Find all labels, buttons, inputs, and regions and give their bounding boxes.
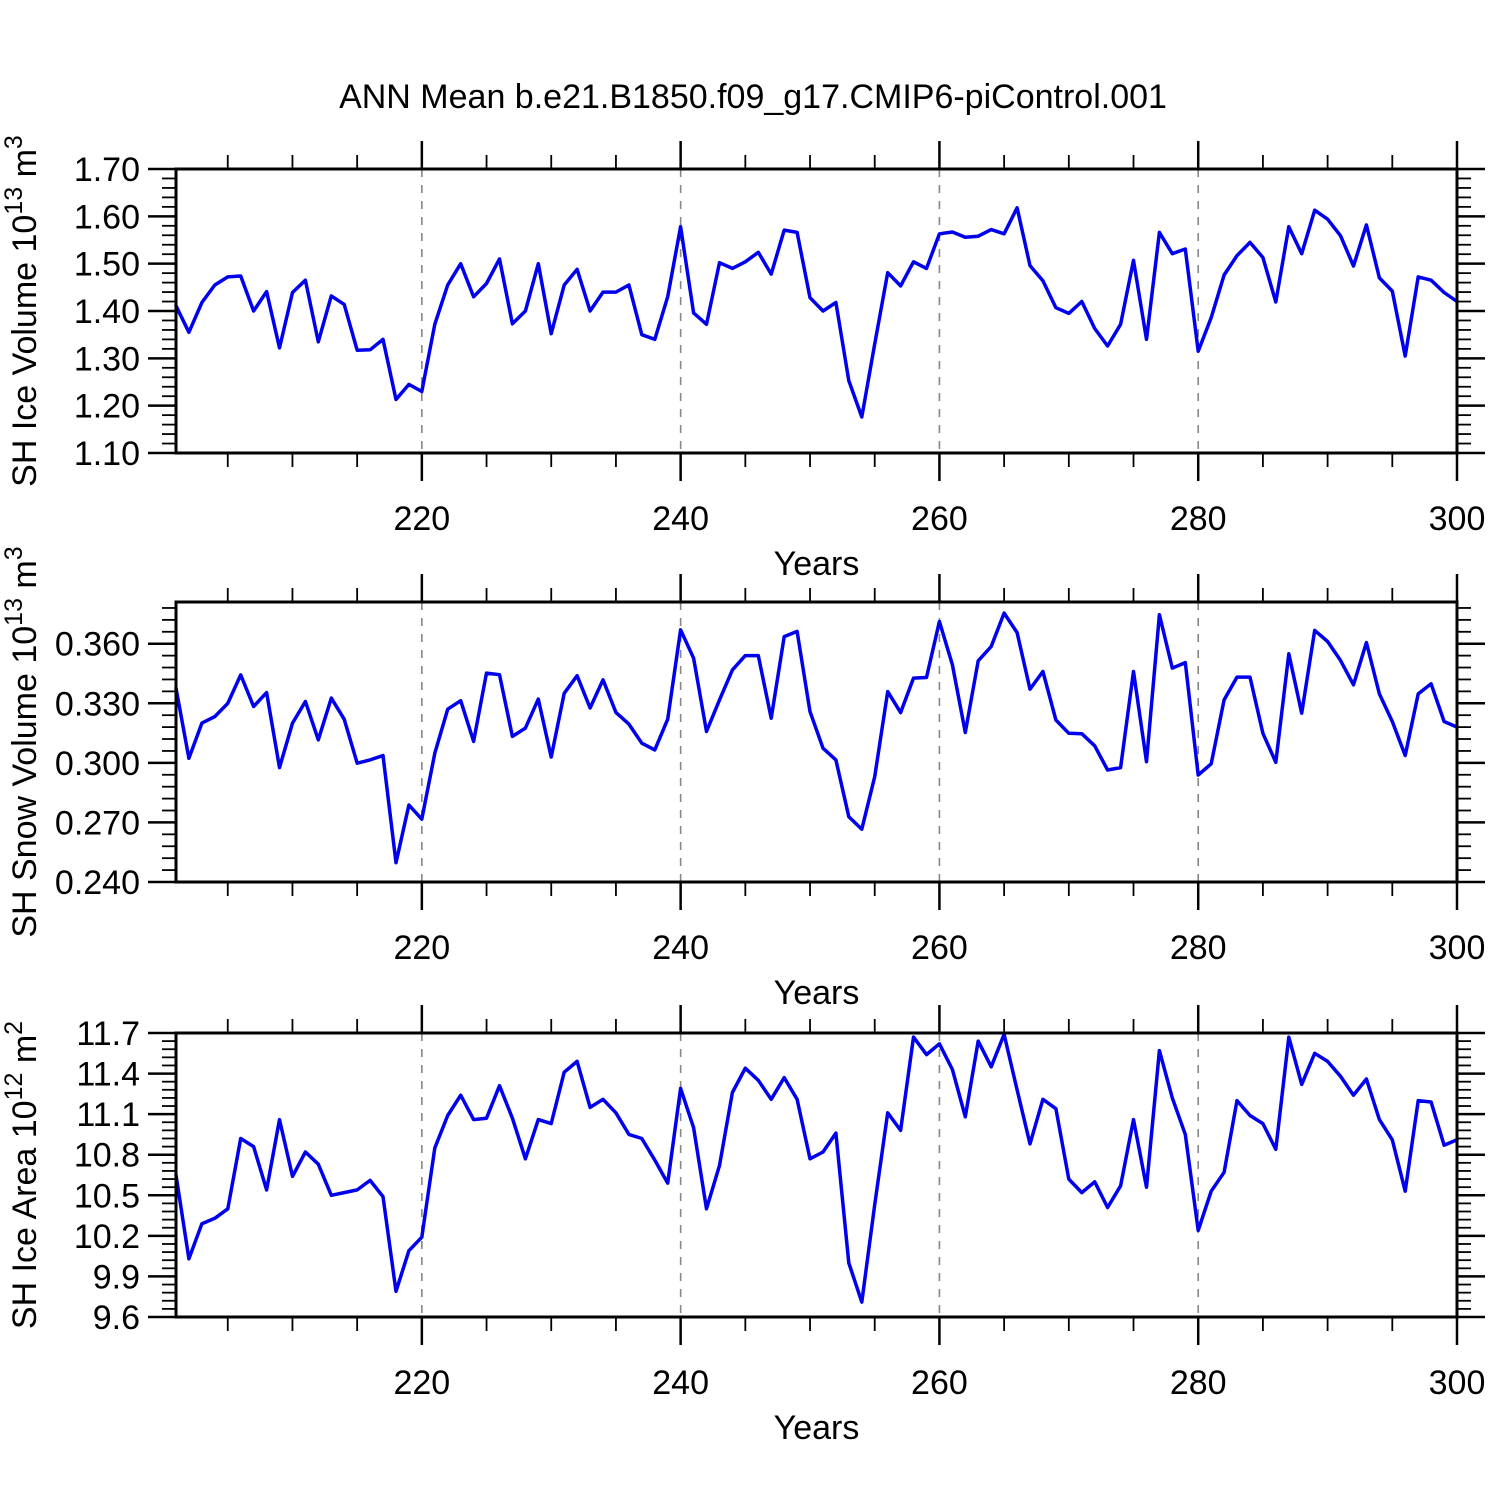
panel-frame: [174, 167, 1459, 455]
y-tick-label: 0.330: [55, 685, 140, 723]
x-tick-label: 220: [393, 929, 450, 967]
y-tick-label: 10.8: [74, 1137, 140, 1175]
x-tick-label: 240: [652, 500, 709, 538]
x-tick-label: 300: [1429, 500, 1486, 538]
y-tick-label: 0.360: [55, 626, 140, 664]
x-tick-label: 260: [911, 929, 968, 967]
x-tick-label: 300: [1429, 1364, 1486, 1402]
x-tick-label: 260: [911, 1364, 968, 1402]
y-tick-label: 0.300: [55, 745, 140, 783]
y-tick-label: 11.7: [76, 1015, 140, 1053]
y-tick-label: 11.1: [76, 1096, 140, 1134]
y-tick-label: 11.4: [76, 1056, 140, 1094]
y-tick-label: 9.9: [93, 1258, 140, 1296]
panel-sh-snow-volume: 0.240 0.270 0.300 0.330 0.360 220 240 260 280 300…: [0, 546, 1485, 1012]
y-tick-label: 1.50: [74, 246, 140, 284]
y-tick-label: 1.60: [74, 198, 140, 236]
axis-ticks: [148, 574, 1485, 910]
x-axis-title: Years: [774, 974, 860, 1012]
y-tick-label: 1.10: [74, 435, 140, 473]
panel-sh-ice-area: 9.69.910.210.510.811.111.411.7 220 240 260 2…: [0, 1005, 1485, 1447]
sh-ice-volume-line: [174, 206, 1459, 419]
y-tick-label: 10.2: [74, 1218, 140, 1256]
sh-snow-volume-line: [174, 611, 1459, 865]
sh-ice-area-line: [174, 1032, 1459, 1304]
panel-sh-ice-volume: 1.10 1.20 1.30 1.40 1.50 1.60 1.70 220 240 260 280…: [0, 135, 1485, 583]
axis-ticks: [148, 141, 1485, 481]
panels-group: 1.10 1.20 1.30 1.40 1.50 1.60 1.70 220 240 260 280…: [0, 135, 1485, 1447]
figure-title: ANN Mean b.e21.B1850.f09_g17.CMIP6-piCon…: [339, 78, 1167, 116]
y-tick-label: 10.5: [74, 1177, 140, 1215]
x-tick-label: 220: [393, 1364, 450, 1402]
y-axis-title: SH Snow Volume 1013 m3: [0, 546, 44, 937]
x-axis-title: Years: [774, 545, 860, 583]
x-tick-label: 240: [652, 929, 709, 967]
x-tick-label: 220: [393, 500, 450, 538]
y-tick-label: 9.6: [93, 1299, 140, 1337]
x-tick-label: 280: [1170, 500, 1227, 538]
y-tick-label: 1.70: [74, 151, 140, 189]
y-tick-label: 0.270: [55, 804, 140, 842]
y-tick-label: 1.20: [74, 388, 140, 426]
x-tick-label: 300: [1429, 929, 1486, 967]
axis-ticks: [148, 1005, 1485, 1345]
y-axis-title: SH Ice Volume 1013 m3: [0, 135, 44, 487]
panel-frame: [174, 1031, 1459, 1319]
y-tick-label: 1.40: [74, 293, 140, 331]
y-tick-label: 0.240: [55, 864, 140, 902]
x-axis-title: Years: [774, 1409, 860, 1447]
x-tick-label: 260: [911, 500, 968, 538]
y-tick-label: 1.30: [74, 340, 140, 378]
panel-frame: [174, 600, 1459, 884]
y-axis-title: SH Ice Area 1012 m2: [0, 1021, 44, 1329]
x-tick-label: 240: [652, 1364, 709, 1402]
x-tick-label: 280: [1170, 929, 1227, 967]
x-tick-label: 280: [1170, 1364, 1227, 1402]
